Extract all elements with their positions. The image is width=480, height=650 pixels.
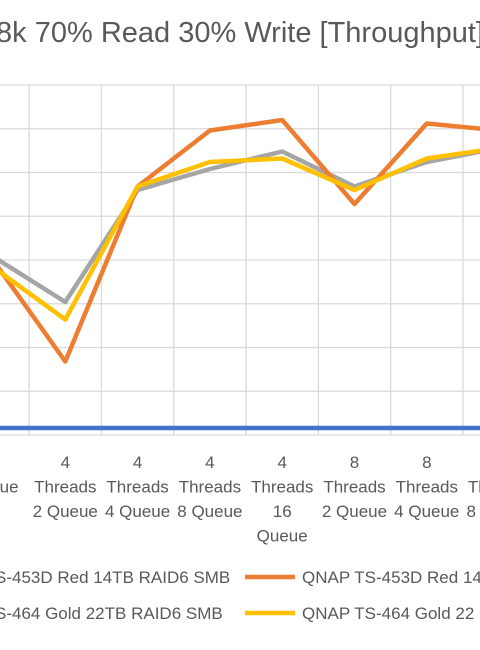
legend-label: QNAP TS-453D Red 14 — [302, 568, 480, 587]
x-tick-label: 4 Threads 4 Queue — [105, 453, 170, 521]
legend-label: S-464 Gold 22TB RAID6 SMB — [0, 604, 223, 623]
series-line-1 — [0, 117, 480, 364]
series-line-3 — [0, 148, 480, 322]
legend: S-453D Red 14TB RAID6 SMB QNAP TS-453D Re… — [0, 568, 480, 623]
x-tick-label: 8 Threads 2 Queue — [322, 453, 387, 521]
legend-label: QNAP TS-464 Gold 22 — [302, 604, 474, 623]
x-tick-label: 4 Threads 2 Queue — [33, 453, 98, 521]
series-line-0 — [0, 149, 480, 305]
x-tick-label: 8 Threads 4 Queue — [394, 453, 459, 521]
legend-item-0: S-453D Red 14TB RAID6 SMB — [0, 568, 230, 587]
gridlines — [0, 84, 480, 436]
x-tick-label: 4 Threads 8 Queue — [177, 453, 242, 521]
x-tick-label: 8Threads8 Queue — [466, 453, 480, 521]
legend-item-3: QNAP TS-464 Gold 22 — [245, 604, 474, 623]
x-tick-label: 4 Threads 16 Queue — [251, 453, 313, 546]
series-lines — [0, 117, 480, 431]
chart-title: 8k 70% Read 30% Write [Throughput] — [0, 17, 480, 49]
legend-item-1: QNAP TS-453D Red 14 — [245, 568, 480, 587]
legend-label: S-453D Red 14TB RAID6 SMB — [0, 568, 230, 587]
legend-item-2: S-464 Gold 22TB RAID6 SMB — [0, 604, 223, 623]
